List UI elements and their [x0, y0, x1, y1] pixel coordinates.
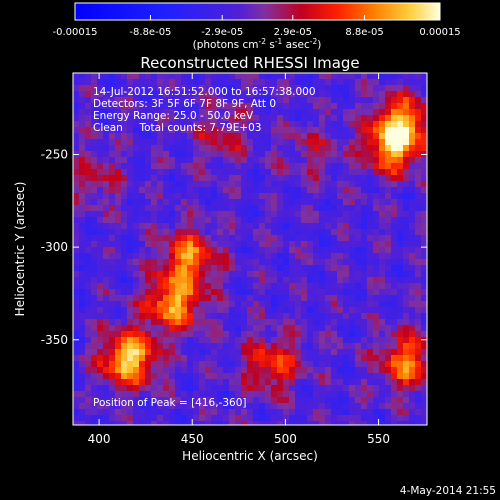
colorbar-tick-label: 2.9e-05: [274, 27, 312, 38]
y-axis-title: Heliocentric Y (arcsec): [13, 182, 27, 317]
chart-title: Reconstructed RHESSI Image: [140, 54, 359, 72]
colorbar-tick-label: -0.00015: [53, 27, 98, 38]
colorbar-frame: [74, 2, 441, 21]
x-tick-label: 400: [88, 432, 111, 446]
colorbar-ticks: -0.00015 -8.8e-05 -2.9e-05 2.9e-05 8.8e-05 0.…: [53, 15, 461, 38]
y-tick-label: -300: [41, 240, 68, 254]
colorbar-tick-label: -8.8e-05: [129, 27, 171, 38]
y-tick-label: -350: [41, 333, 68, 347]
colorbar-tick-label: -2.9e-05: [201, 27, 243, 38]
x-tick-label: 500: [274, 432, 297, 446]
annotation-energy-range: Energy Range: 25.0 - 50.0 keV: [93, 110, 254, 122]
annotation-detectors: Detectors: 3F 5F 6F 7F 8F 9F, Att 0: [93, 98, 276, 110]
x-tick-label: 450: [181, 432, 204, 446]
x-axis-title: Heliocentric X (arcsec): [182, 449, 318, 463]
colorbar-units: (photons cm-2 s-1 asec-2): [193, 37, 322, 51]
axis-ticks: 400 450 500 550 -250 -300 -350: [41, 73, 427, 446]
annotation-total-counts: Clean Total counts: 7.79E+03: [93, 122, 262, 134]
y-tick-label: -250: [41, 148, 68, 162]
x-tick-label: 550: [367, 432, 390, 446]
footer-date: 4-May-2014 21:55: [400, 485, 496, 497]
colorbar-tick-label: 8.8e-05: [345, 27, 383, 38]
annotation-block: 14-Jul-2012 16:51:52.000 to 16:57:38.000…: [93, 86, 316, 409]
colorbar-tick-label: 0.00015: [419, 27, 460, 38]
colorbar-gradient: [75, 3, 440, 20]
heatmap-image: [73, 73, 427, 425]
colorbar: -0.00015 -8.8e-05 -2.9e-05 2.9e-05 8.8e-05 0.…: [53, 2, 461, 51]
annotation-peak-position: Position of Peak = [416,-360]: [93, 397, 247, 409]
plot-frame: [72, 72, 428, 426]
annotation-time-range: 14-Jul-2012 16:51:52.000 to 16:57:38.000: [93, 86, 316, 98]
